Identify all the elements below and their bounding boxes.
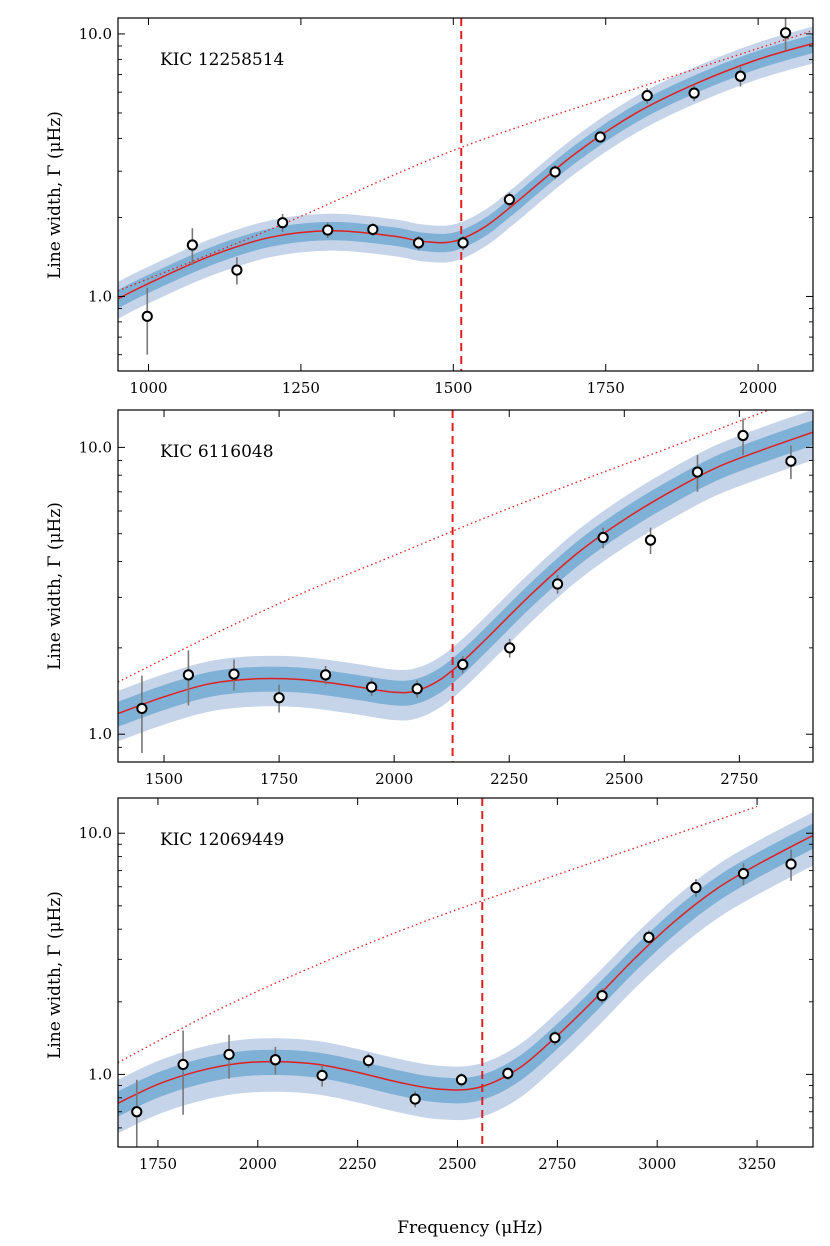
x-tick-label: 1000 xyxy=(129,379,167,397)
x-tick-label: 2000 xyxy=(239,1155,277,1173)
plot-frame xyxy=(117,409,814,763)
panel-kic-12258514: 1000 1250 1500 1750 2000 1.0 10.0 KIC 12258514 xyxy=(79,17,814,397)
x-tick-label: 1500 xyxy=(145,770,183,788)
data-point xyxy=(322,224,334,236)
outer-confidence-band xyxy=(118,410,813,742)
outer-confidence-band xyxy=(118,26,813,319)
data-point xyxy=(596,990,608,1002)
data-point xyxy=(366,681,378,693)
data-point xyxy=(504,642,516,654)
plot-area xyxy=(118,798,813,1147)
panel-kic-12069449: 1750 2000 2250 2500 2750 3000 3250 1.0 10.0 KIC 1… xyxy=(79,797,814,1173)
data-point xyxy=(131,1106,143,1118)
data-point xyxy=(136,702,148,715)
data-point xyxy=(779,27,792,39)
data-point xyxy=(785,858,797,870)
data-point xyxy=(409,1093,421,1105)
data-point xyxy=(367,223,379,236)
scaling-relation-line xyxy=(118,805,758,1064)
x-tick-label: 2500 xyxy=(605,770,643,788)
data-point xyxy=(231,264,243,276)
y-tick-label: 1.0 xyxy=(88,725,112,743)
data-point xyxy=(502,1067,514,1079)
panel-title: KIC 12069449 xyxy=(160,830,284,850)
data-point xyxy=(457,658,469,671)
y-axis-label-2: Line width, Γ (μHz) xyxy=(45,891,65,1059)
y-tick-label: 10.0 xyxy=(79,824,112,842)
x-tick-label: 2250 xyxy=(339,1155,377,1173)
data-point xyxy=(182,669,195,681)
y-tick-label: 1.0 xyxy=(88,287,112,305)
fit-line xyxy=(118,42,813,300)
x-tick-label: 2250 xyxy=(490,770,528,788)
x-tick-label: 2750 xyxy=(720,770,758,788)
y-tick-label: 10.0 xyxy=(79,438,112,456)
data-point xyxy=(177,1058,189,1071)
data-point xyxy=(643,931,655,943)
inner-confidence-band xyxy=(118,823,813,1117)
data-point xyxy=(734,70,747,82)
data-point xyxy=(644,534,657,546)
x-axis-label: Frequency (μHz) xyxy=(397,1218,542,1238)
data-point xyxy=(737,429,749,442)
data-point xyxy=(551,578,564,590)
data-point xyxy=(316,1069,328,1082)
plot-frame xyxy=(117,17,814,372)
x-tick-label: 1750 xyxy=(139,1155,177,1173)
data-point xyxy=(785,455,797,467)
plot-area xyxy=(118,410,813,762)
fit-line xyxy=(118,834,813,1104)
x-tick-label: 1750 xyxy=(587,379,625,397)
data-point xyxy=(362,1055,375,1067)
fit-line xyxy=(118,431,813,715)
data-point xyxy=(411,683,423,695)
data-point xyxy=(186,239,198,251)
data-point xyxy=(549,166,561,178)
data-point xyxy=(503,193,515,206)
x-tick-label: 2000 xyxy=(739,379,777,397)
x-tick-label: 2500 xyxy=(438,1155,476,1173)
panel-title: KIC 6116048 xyxy=(160,442,274,462)
data-point xyxy=(641,90,653,102)
data-point xyxy=(549,1032,561,1044)
panel-kic-6116048: 1500 1750 2000 2250 2500 2750 1.0 10.0 KIC 61160… xyxy=(79,409,814,788)
x-tick-label: 3000 xyxy=(638,1155,676,1173)
data-point xyxy=(688,87,700,99)
x-tick-label: 2000 xyxy=(375,770,413,788)
data-point xyxy=(737,868,750,880)
data-point xyxy=(594,131,606,143)
data-point xyxy=(457,237,469,249)
data-point xyxy=(455,1074,468,1086)
data-point xyxy=(269,1054,281,1066)
data-point xyxy=(228,668,240,680)
data-point xyxy=(412,237,425,249)
x-tick-label: 2750 xyxy=(538,1155,576,1173)
data-point xyxy=(273,692,285,704)
data-point xyxy=(691,466,704,478)
plot-area xyxy=(118,18,813,371)
y-tick-label: 10.0 xyxy=(79,25,112,43)
x-tick-label: 1750 xyxy=(260,770,298,788)
y-tick-label: 1.0 xyxy=(88,1065,112,1083)
panel-title: KIC 12258514 xyxy=(160,50,284,70)
x-tick-label: 1500 xyxy=(434,379,472,397)
scaling-relation-line xyxy=(118,410,771,683)
data-point xyxy=(597,531,609,544)
data-point xyxy=(141,310,153,322)
data-point xyxy=(223,1048,235,1061)
x-tick-label: 3250 xyxy=(738,1155,776,1173)
x-tick-label: 1250 xyxy=(282,379,320,397)
plot-frame xyxy=(117,797,814,1148)
data-point xyxy=(690,882,702,894)
data-point xyxy=(319,669,332,681)
inner-confidence-band xyxy=(118,34,813,309)
y-axis-label-0: Line width, Γ (μHz) xyxy=(45,111,65,279)
y-axis-label-1: Line width, Γ (μHz) xyxy=(45,502,65,670)
data-point xyxy=(277,217,289,229)
